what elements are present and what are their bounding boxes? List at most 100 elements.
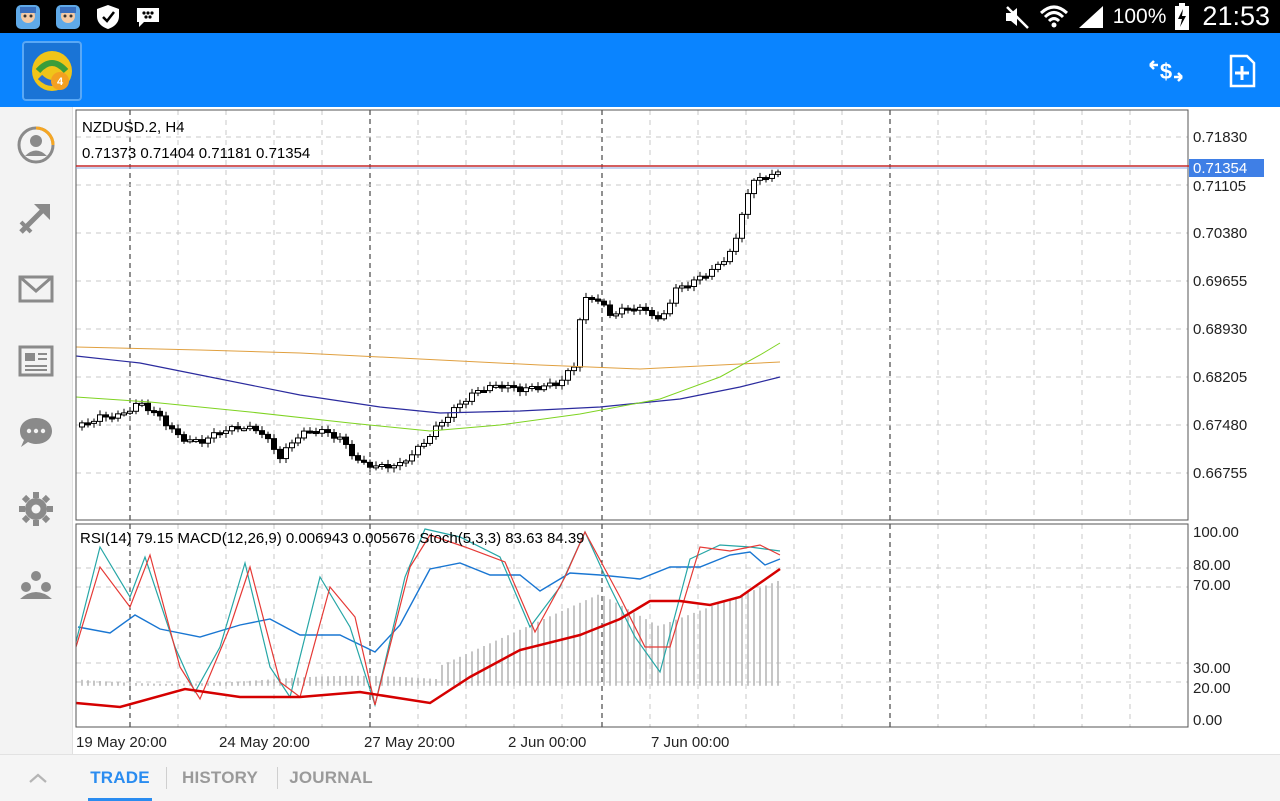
indicator-tick: 20.00 (1193, 680, 1231, 697)
price-tick: 0.66755 (1193, 465, 1247, 482)
account-icon[interactable] (16, 125, 56, 165)
candle-bear (499, 384, 505, 389)
candle-bear (355, 455, 361, 461)
price-tick: 0.67480 (1193, 417, 1247, 434)
time-tick: 2 Jun 00:00 (508, 734, 586, 751)
tab-divider (166, 767, 167, 789)
candle-bull (673, 287, 679, 304)
candle-bull (91, 420, 97, 424)
candle-bear (763, 177, 769, 181)
price-tick: 0.68930 (1193, 321, 1247, 338)
candle-bull (691, 279, 697, 288)
candle-bear (325, 429, 331, 434)
clock: 21:53 (1202, 1, 1270, 31)
time-axis: 19 May 20:00 24 May 20:00 27 May 20:00 2… (76, 734, 729, 751)
candle-bear (253, 425, 259, 432)
candle-bear (265, 433, 271, 440)
battery-charging-icon (1175, 2, 1190, 30)
candle-bull (541, 385, 547, 391)
candle-bull (433, 425, 439, 438)
candle-bear (601, 300, 607, 306)
messenger-icon (137, 8, 159, 27)
candle-bear (163, 415, 169, 427)
price-tick: 0.68205 (1193, 369, 1247, 386)
candle-bull (403, 460, 409, 464)
candle-bull (739, 213, 745, 239)
tab-journal[interactable]: JOURNAL (289, 768, 373, 787)
community-icon[interactable] (16, 565, 56, 605)
price-tick: 0.69655 (1193, 273, 1247, 290)
candle-bull (187, 439, 193, 443)
candle-bull (445, 416, 451, 423)
new-order-icon[interactable] (1222, 51, 1262, 91)
candle-bull (487, 385, 493, 392)
app-notification-icon (56, 5, 80, 29)
candle-bull (457, 403, 463, 409)
macd-histogram (81, 580, 779, 686)
candle-bear (385, 464, 391, 469)
candle-bear (259, 430, 265, 435)
candle-bull (529, 386, 535, 390)
candle-bear (535, 386, 541, 391)
candle-bull (79, 422, 85, 428)
bottom-tab-bar: TRADE HISTORY JOURNAL (0, 754, 1280, 801)
indicator-tick: 80.00 (1193, 557, 1231, 574)
candle-bull (115, 413, 121, 419)
price-chart[interactable]: NZDUSD.2, H4 0.71373 0.71404 0.71181 0.7… (0, 107, 1280, 754)
news-icon[interactable] (16, 341, 56, 381)
candle-bull (661, 313, 667, 320)
tab-history[interactable]: HISTORY (181, 768, 259, 787)
trade-arrow-icon[interactable] (16, 197, 56, 237)
candle-bull (139, 402, 145, 406)
indicator-lines (75, 342, 781, 709)
tab-trade[interactable]: TRADE (84, 755, 156, 801)
chat-icon[interactable] (16, 413, 56, 453)
candle-bull (727, 250, 733, 263)
main-pane-border (75, 109, 1189, 521)
candlesticks (79, 169, 781, 473)
time-tick: 7 Jun 00:00 (651, 734, 729, 751)
candle-bull (715, 263, 721, 270)
price-tick: 0.70380 (1193, 225, 1247, 242)
candle-bull (295, 437, 301, 444)
mail-icon[interactable] (16, 269, 56, 309)
candle-bear (685, 285, 691, 289)
candle-bull (337, 436, 343, 440)
candle-bear (157, 410, 163, 417)
candle-bear (367, 461, 373, 468)
candle-bull (391, 465, 397, 469)
candle-bear (181, 434, 187, 442)
candle-bull (289, 442, 295, 449)
metatrader-logo-icon[interactable]: 4 (22, 41, 82, 101)
candle-bull (97, 414, 103, 422)
candle-bear (331, 432, 337, 439)
candle-bear (343, 436, 349, 445)
currency-exchange-icon[interactable]: $ (1146, 51, 1186, 91)
candle-bull (469, 392, 475, 402)
indicator-tick: 70.00 (1193, 577, 1231, 594)
settings-icon[interactable] (16, 489, 56, 529)
candle-bear (481, 390, 487, 394)
candle-bull (505, 385, 511, 389)
candle-bull (721, 261, 727, 265)
candle-bear (595, 298, 601, 302)
chevron-up-icon[interactable] (20, 763, 56, 793)
candle-bear (109, 416, 115, 420)
candle-bull (745, 193, 751, 215)
candle-bull (409, 454, 415, 462)
candle-bull (667, 302, 673, 315)
candle-bull (373, 465, 379, 469)
candle-bull (757, 177, 763, 181)
time-tick: 24 May 20:00 (219, 734, 310, 751)
battery-percentage: 100% (1112, 4, 1167, 28)
ohlc-label: 0.71373 0.71404 0.71181 0.71354 (82, 145, 310, 162)
candle-bull (205, 437, 211, 444)
candle-bear (649, 309, 655, 317)
candle-bull (577, 319, 583, 368)
candle-bear (217, 432, 223, 436)
price-axis: 0.71830 0.71105 0.70380 0.69655 0.68930 … (1193, 129, 1247, 482)
candle-bear (511, 385, 517, 389)
candle-bear (361, 459, 367, 463)
candle-bear (313, 431, 319, 435)
wifi-icon (1039, 5, 1068, 27)
